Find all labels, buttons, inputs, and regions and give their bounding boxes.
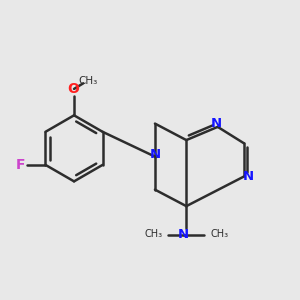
Text: CH₃: CH₃ bbox=[78, 76, 98, 86]
Text: N: N bbox=[149, 148, 161, 161]
Text: CH₃: CH₃ bbox=[210, 229, 229, 239]
Text: CH₃: CH₃ bbox=[144, 229, 162, 239]
Text: N: N bbox=[242, 170, 253, 183]
Text: O: O bbox=[68, 82, 79, 96]
Text: N: N bbox=[211, 117, 222, 130]
Text: N: N bbox=[178, 228, 189, 242]
Text: F: F bbox=[15, 158, 25, 172]
